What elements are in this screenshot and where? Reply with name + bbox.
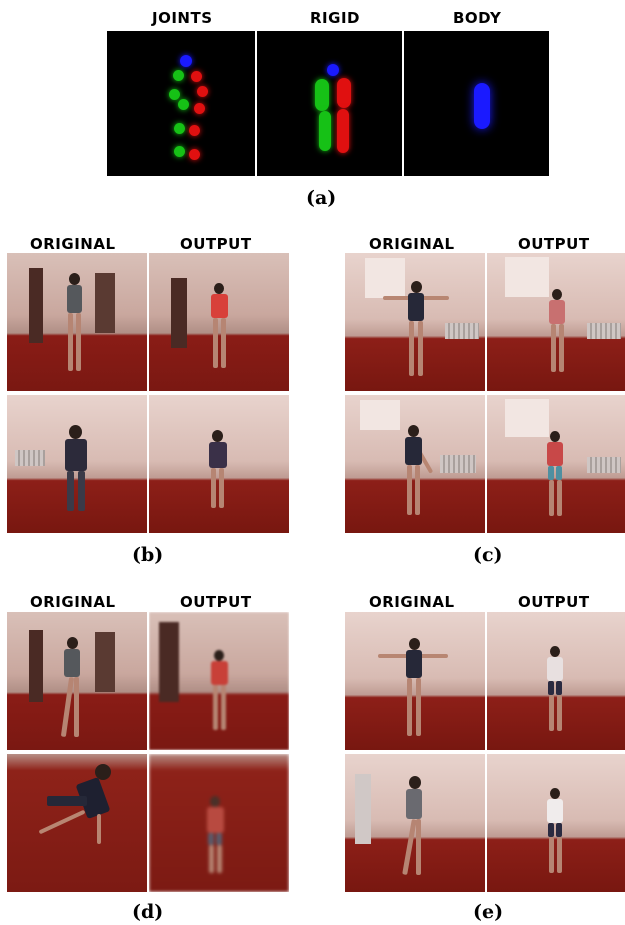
photo-d-original-1 (7, 612, 147, 750)
joint-l-ankle (174, 146, 185, 157)
joint-l-elbow (169, 89, 180, 100)
rigid-heatmap (257, 31, 402, 176)
label-output: OUTPUT (180, 593, 252, 611)
photo-c-output-1 (487, 253, 625, 391)
label-rigid: RIGID (310, 9, 360, 27)
joint-r-knee (189, 125, 200, 136)
photo-d-output-1 (149, 612, 289, 750)
rigid-right-upper (337, 78, 351, 108)
photo-e-output-2 (487, 754, 625, 892)
joint-l-hip (178, 99, 189, 110)
joint-l-shoulder (173, 70, 184, 81)
photo-b-output-1 (149, 253, 289, 391)
caption-b: (b) (132, 544, 164, 566)
rigid-right-leg (337, 109, 349, 153)
rigid-left-leg (319, 111, 331, 151)
caption-d: (d) (132, 901, 164, 923)
joint-r-elbow (197, 86, 208, 97)
rigid-head (327, 64, 339, 76)
photo-b-output-2 (149, 395, 289, 533)
photo-d-output-2 (149, 754, 289, 892)
caption-e: (e) (473, 901, 504, 923)
joint-r-hip (194, 103, 205, 114)
photo-d-original-2 (7, 754, 147, 892)
label-original: ORIGINAL (30, 235, 116, 253)
photo-e-output-1 (487, 612, 625, 750)
joint-r-shoulder (191, 71, 202, 82)
photo-b-original-2 (7, 395, 147, 533)
body-heatmap (404, 31, 549, 176)
label-output: OUTPUT (518, 593, 590, 611)
label-body: BODY (453, 9, 502, 27)
label-original: ORIGINAL (369, 235, 455, 253)
body-blob (474, 83, 490, 129)
label-joints: JOINTS (152, 9, 213, 27)
photo-c-output-2 (487, 395, 625, 533)
label-output: OUTPUT (180, 235, 252, 253)
label-original: ORIGINAL (30, 593, 116, 611)
caption-c: (c) (473, 544, 503, 566)
joint-r-ankle (189, 149, 200, 160)
photo-c-original-1 (345, 253, 485, 391)
photo-e-original-1 (345, 612, 485, 750)
label-original: ORIGINAL (369, 593, 455, 611)
photo-c-original-2 (345, 395, 485, 533)
rigid-left-upper (315, 79, 329, 111)
label-output: OUTPUT (518, 235, 590, 253)
photo-e-original-2 (345, 754, 485, 892)
joints-heatmap (107, 31, 255, 176)
joint-head (180, 55, 192, 67)
caption-a: (a) (306, 187, 337, 209)
photo-b-original-1 (7, 253, 147, 391)
joint-l-knee (174, 123, 185, 134)
